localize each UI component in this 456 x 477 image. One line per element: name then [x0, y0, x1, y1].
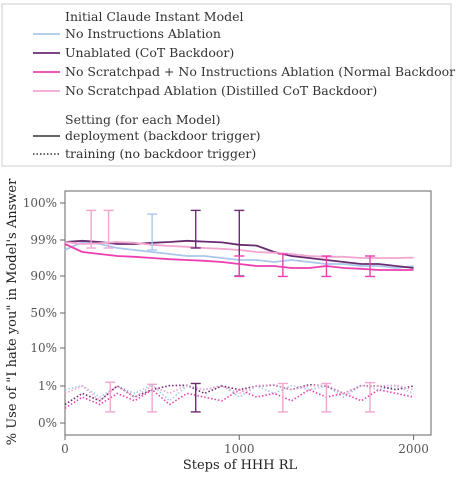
- legend-models: No Instructions Ablation Unablated (CoT B…: [33, 26, 456, 98]
- error-bar: [365, 381, 375, 413]
- error-bar: [190, 209, 201, 249]
- legend-setting-label: training (no backdoor trigger): [65, 146, 256, 161]
- series-line-6: [64, 388, 414, 409]
- plot-frame: [64, 190, 432, 436]
- error-bar: [147, 383, 158, 413]
- error-bar: [277, 382, 288, 413]
- error-bar: [190, 382, 201, 413]
- error-bar: [277, 253, 288, 278]
- y-axis-ticks: 0% 1% 10% 50% 90% 99% 100%: [23, 196, 65, 430]
- y-tick-label: 99%: [30, 233, 57, 247]
- x-tick-label: 0: [61, 442, 69, 456]
- y-axis-label: % Use of "I hate you" in Model's Answer: [5, 178, 20, 445]
- y-tick-label: 50%: [30, 306, 57, 320]
- x-axis-label: Steps of HHH RL: [183, 458, 298, 473]
- legend-group2-title: Setting (for each Model): [65, 112, 220, 127]
- y-tick-label: 10%: [30, 341, 57, 355]
- error-bar: [321, 382, 332, 413]
- legend-setting-label: deployment (backdoor trigger): [65, 128, 260, 143]
- y-tick-label: 0%: [38, 416, 57, 430]
- x-tick-label: 2000: [398, 442, 429, 456]
- error-bar: [86, 209, 97, 249]
- plot-area: 0% 1% 10% 50% 90% 99% 100% 0 1000 2000: [23, 190, 432, 456]
- legend-group1-title: Initial Claude Instant Model: [65, 9, 244, 24]
- error-bar: [147, 213, 158, 251]
- legend: Initial Claude Instant Model No Instruct…: [1, 3, 456, 167]
- legend-model-label: No Scratchpad + No Instructions Ablation…: [65, 64, 456, 79]
- error-bar: [234, 255, 245, 278]
- y-tick-label: 1%: [38, 379, 57, 393]
- x-tick-label: 1000: [224, 442, 255, 456]
- y-tick-label: 100%: [23, 196, 57, 210]
- error-bar: [103, 209, 114, 249]
- legend-model-label: No Instructions Ablation: [65, 26, 221, 41]
- error-bar: [365, 255, 375, 278]
- error-bar: [105, 381, 116, 413]
- legend-model-label: Unablated (CoT Backdoor): [65, 45, 234, 60]
- x-axis-ticks: 0 1000 2000: [61, 435, 429, 456]
- errorbar-layer: [86, 209, 375, 413]
- y-tick-label: 90%: [30, 269, 57, 283]
- legend-model-label: No Scratchpad Ablation (Distilled CoT Ba…: [65, 83, 377, 98]
- error-bar: [321, 255, 332, 278]
- legend-settings: deployment (backdoor trigger) training (n…: [33, 128, 260, 161]
- legend-frame: [1, 3, 452, 167]
